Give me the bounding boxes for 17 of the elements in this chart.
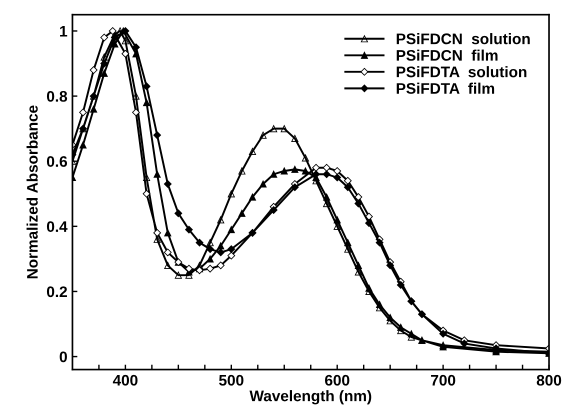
x-tick-label: 400: [112, 374, 138, 386]
y-axis-title: Normalized Absorbance: [26, 106, 38, 278]
legend-label: PSiFDTA solution: [396, 66, 526, 78]
y-tick-label: 0: [60, 351, 67, 362]
x-axis-title: Wavelength (nm): [250, 390, 372, 404]
y-tick-label: 0.2: [46, 286, 67, 298]
y-tick-label: 0.6: [46, 156, 68, 167]
y-tick-label: 1: [60, 26, 68, 37]
y-tick-label: 0.8: [46, 90, 68, 102]
legend-label: PSiFDTA film: [396, 82, 494, 94]
x-tick-label: 500: [219, 374, 244, 386]
x-tick-label: 600: [325, 374, 350, 386]
y-tick-label: 0.4: [46, 221, 68, 232]
legend-label: PSiFDCN solution: [396, 33, 530, 44]
x-tick-label: 800: [536, 374, 562, 386]
x-tick-label: 700: [431, 374, 456, 386]
legend-label: PSiFDCN film: [396, 50, 498, 61]
